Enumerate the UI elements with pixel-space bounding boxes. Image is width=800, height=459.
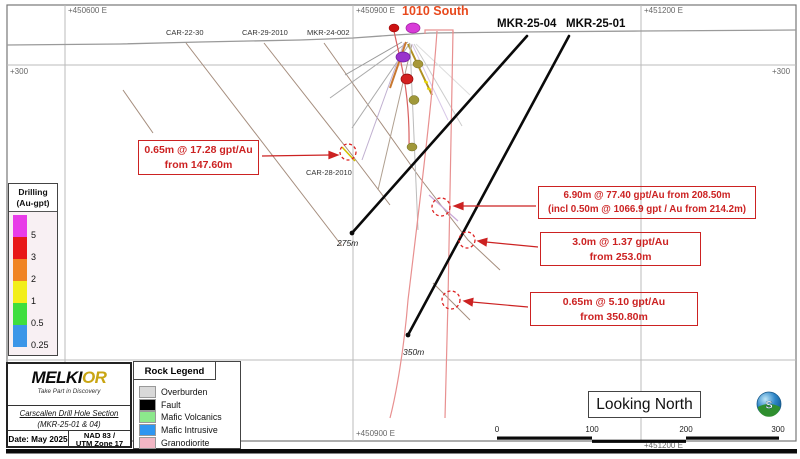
historic-drill-traces: [122, 42, 501, 321]
annotation-line: 6.90m @ 77.40 gpt/Au from 208.50m: [563, 190, 731, 201]
new-drill-holes: [349, 34, 571, 338]
section-title-cell: Carscallen Drill Hole Section (MKR-25-01…: [8, 406, 130, 431]
rock-legend-item-fault: Fault: [139, 398, 222, 412]
collar-cluster-traces: [329, 41, 471, 231]
hole-label-mkr-25-04: MKR-25-04: [497, 18, 557, 30]
hole-label-car-28-2010: CAR-28-2010: [306, 168, 352, 177]
section-title: Carscallen Drill Hole Section: [19, 409, 119, 418]
hole-label-car-22-30: CAR-22-30: [166, 28, 204, 37]
grid-label-bottom-450900: +450900 E: [356, 429, 395, 438]
grid-label-top-451200: +451200 E: [644, 6, 683, 15]
rock-legend-item-mafic-intrusive: Mafic Intrusive: [139, 424, 222, 437]
annotation-arrows: [261, 150, 539, 308]
annotation-line: from 253.0m: [589, 251, 652, 263]
intercept-circles: [339, 143, 476, 310]
scale-tick-100: 100: [585, 425, 599, 434]
drill-hole-mkr-25-01: [406, 34, 571, 337]
hole-label-mkr-25-01: MKR-25-01: [566, 18, 626, 30]
annotation-box-1-37gpt: 3.0m @ 1.37 gpt/Au from 253.0m: [540, 232, 701, 266]
date-cell: Date: May 2025: [8, 431, 69, 447]
annotation-box-5-10gpt: 0.65m @ 5.10 gpt/Au from 350.80m: [530, 292, 698, 326]
rock-legend: Rock Legend Overburden Fault Mafic Volca…: [133, 361, 241, 449]
grade-value: 0.25: [31, 340, 49, 350]
grade-swatch-025: [13, 325, 27, 347]
scale-tick-300: 300: [771, 425, 785, 434]
logo-text-black: MELKI: [31, 368, 83, 387]
meta-row: Date: May 2025 NAD 83 / UTM Zone 17: [8, 431, 130, 448]
scale-bar: 0 100 200 300: [495, 425, 785, 443]
annotation-line: 0.65m @ 17.28 gpt/Au: [144, 144, 253, 156]
depth-label-350m: 350m: [403, 347, 424, 357]
rock-legend-title: Rock Legend: [133, 361, 216, 380]
grade-swatch-3: [13, 237, 27, 259]
grade-value: 2: [31, 274, 37, 284]
drilling-legend-scale: 5 3 2 1 0.5 0.25: [9, 212, 57, 350]
surface-line: [6, 29, 797, 46]
grade-swatch-5: [13, 215, 27, 237]
grade-value: 1: [31, 296, 37, 306]
assay-blobs: [388, 22, 432, 152]
rock-legend-item-overburden: Overburden: [139, 386, 222, 399]
rock-swatch: [139, 436, 156, 449]
map-frame: [6, 4, 797, 442]
logo-tagline: Take Part in Discovery: [37, 388, 101, 395]
grid-label-bottom-451200: +451200 E: [644, 441, 683, 450]
hole-label-car-29-2010: CAR-29-2010: [242, 28, 288, 37]
view-direction-label: Looking North: [588, 391, 701, 418]
scale-tick-0: 0: [495, 425, 500, 434]
drill-hole-mkr-25-04: [350, 34, 529, 235]
grade-value: 0.5: [31, 318, 44, 328]
elevation-label-right: +300: [772, 67, 791, 76]
grade-swatch-2: [13, 259, 27, 281]
drilling-grade-legend: Drilling (Au-gpt) 5 3 2 1 0.5 0.25: [8, 183, 58, 356]
rock-legend-item-granodiorite: Granodiorite: [139, 436, 222, 449]
annotation-line: from 147.60m: [164, 159, 233, 171]
section-subtitle: (MKR-25-01 & 04): [37, 420, 101, 429]
annotation-line: 3.0m @ 1.37 gpt/Au: [572, 236, 669, 248]
rock-swatch: [139, 411, 156, 424]
globe-icon: S: [756, 391, 782, 417]
annotation-box-77-40gpt: 6.90m @ 77.40 gpt/Au from 208.50m (incl …: [538, 186, 756, 219]
title-block: MELKIOR Take Part in Discovery Carscalle…: [6, 362, 132, 448]
annotation-box-17-28gpt: 0.65m @ 17.28 gpt/Au from 147.60m: [138, 140, 259, 175]
grade-swatch-05: [13, 303, 27, 325]
melkior-logo: MELKIOR Take Part in Discovery: [8, 364, 130, 406]
zone-label-1010-south: 1010 South: [402, 4, 469, 18]
scale-tick-200: 200: [679, 425, 693, 434]
annotation-line: 0.65m @ 5.10 gpt/Au: [562, 296, 666, 308]
rock-swatch: [139, 424, 156, 437]
elevation-label-left: +300: [10, 67, 29, 76]
grid-label-top-450600: +450600 E: [68, 6, 107, 15]
depth-label-275m: 275m: [336, 238, 358, 248]
datum-cell: NAD 83 / UTM Zone 17: [75, 431, 124, 448]
rock-swatch: [139, 398, 156, 411]
grade-value: 3: [31, 252, 37, 262]
grade-swatch-1: [13, 281, 27, 303]
intercept-tick-lavender: [428, 194, 459, 222]
rock-legend-item-mafic-volcanics: Mafic Volcanics: [139, 411, 222, 424]
rock-swatch: [139, 386, 156, 399]
logo-text-gold: OR: [81, 368, 107, 387]
bottom-border-bar: [6, 449, 797, 454]
grade-value: 5: [31, 230, 37, 240]
svg-text:S: S: [765, 400, 772, 412]
grid-label-top-450900: +450900 E: [356, 6, 395, 15]
annotation-line: from 350.80m: [580, 311, 648, 323]
annotation-line: (incl 0.50m @ 1066.9 gpt / Au from 214.2…: [547, 204, 747, 215]
drilling-legend-title: Drilling (Au-gpt): [9, 184, 57, 212]
hole-label-mkr-24-002: MKR-24-002: [307, 28, 350, 37]
